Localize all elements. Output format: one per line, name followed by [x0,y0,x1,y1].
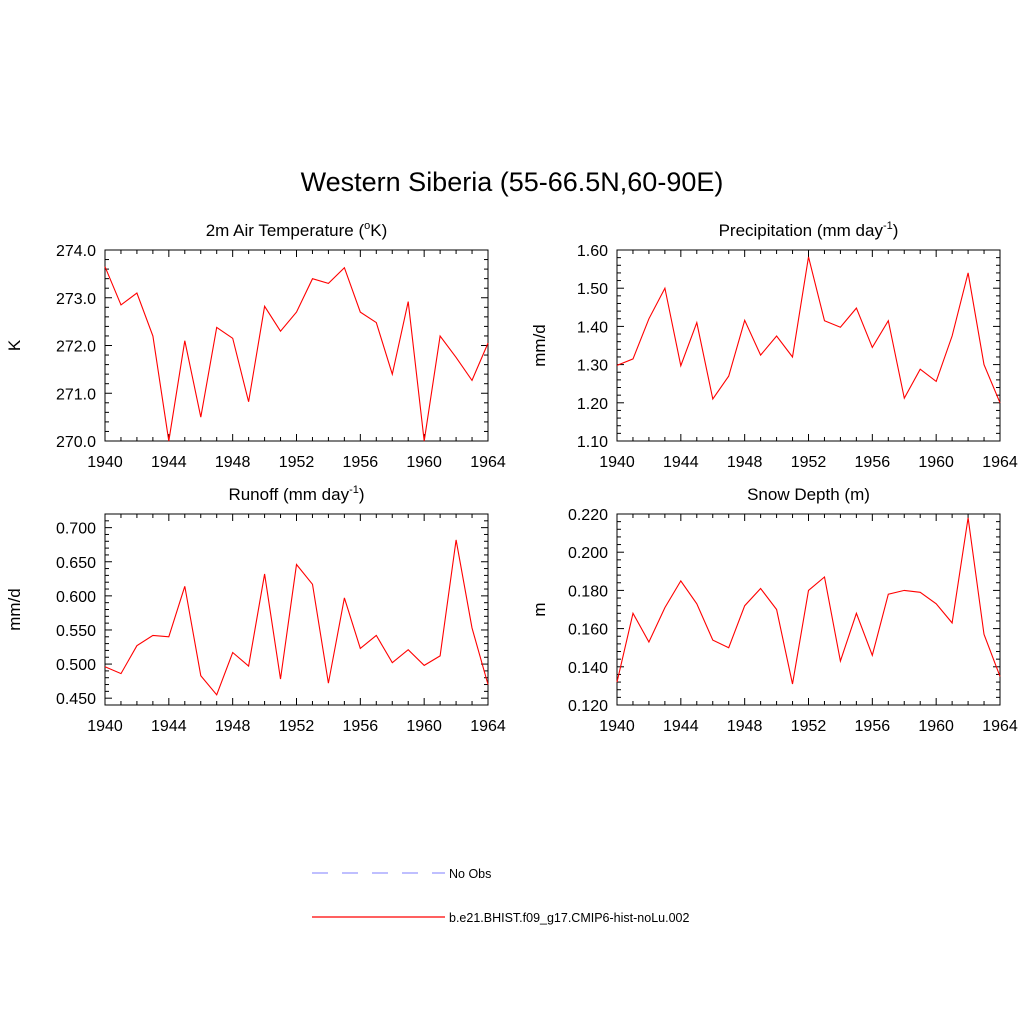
x-tick-label: 1948 [215,718,251,735]
y-tick-label: 0.220 [568,507,608,524]
x-tick-label: 1944 [663,718,699,735]
y-tick-label: 1.50 [577,281,608,298]
y-tick-label: 273.0 [56,291,96,308]
plot-frame [616,513,1001,706]
x-tick-label: 1960 [918,454,954,471]
x-tick-label: 1964 [470,718,506,735]
x-tick-label: 1960 [406,718,442,735]
y-axis-label: K [5,339,24,351]
plot-frame [104,513,489,706]
panel-1: 1940 1944 1948 1952 1956 1960 1964 270.0 271.0 27… [5,220,506,471]
y-tick-label: 0.180 [568,583,608,600]
y-tick-label: 272.0 [56,339,96,356]
y-axis-label: mm/d [5,588,24,631]
legend-label-2: b.e21.BHIST.f09_g17.CMIP6-hist-noLu.002 [449,911,689,925]
x-tick-label: 1952 [791,718,827,735]
y-axis-label: m [530,602,549,616]
y-tick-label: 0.160 [568,622,608,639]
panel-4: 1940 1944 1948 1952 1956 1960 1964 0.120 0.140 0.… [530,485,1018,735]
y-tick-label: 1.20 [577,396,608,413]
y-tick-label: 0.200 [568,545,608,562]
panel-title: Snow Depth (m) [747,485,870,504]
x-tick-label: 1964 [470,454,506,471]
x-tick-label: 1952 [791,454,827,471]
y-axis-label: mm/d [530,324,549,367]
panel-title-text: Runoff (mm day [228,485,349,504]
x-tick-label: 1956 [343,454,379,471]
panel-title-text: 2m Air Temperature ( [206,221,365,240]
x-tick-label: 1956 [343,718,379,735]
x-tick-label: 1960 [406,454,442,471]
x-tick-label: 1940 [87,454,123,471]
y-tick-label: 1.40 [577,319,608,336]
panel-title: 2m Air Temperature (oK) [206,220,388,240]
x-tick-label: 1948 [727,718,763,735]
y-tick-label: 1.60 [577,243,608,260]
series-line [616,256,1001,404]
plot-frame [616,249,1001,442]
x-tick-label: 1964 [982,454,1018,471]
y-tick-label: 0.600 [56,589,96,606]
x-tick-label: 1944 [663,454,699,471]
y-tick-label: 0.140 [568,660,608,677]
legend-label-1: No Obs [449,867,491,881]
panel-title-superscript: -1 [349,484,359,496]
series-line [104,539,489,696]
y-tick-label: 0.550 [56,623,96,640]
panel-title-text: Precipitation (mm day [719,221,884,240]
panel-title-suffix: ) [893,221,899,240]
y-tick-label: 0.700 [56,521,96,538]
y-tick-label: 270.0 [56,434,96,451]
x-tick-label: 1940 [599,718,635,735]
panel-title: Runoff (mm day-1) [228,484,364,504]
x-tick-label: 1948 [215,454,251,471]
y-tick-label: 274.0 [56,243,96,260]
plot-frame [104,249,489,442]
series-line [616,517,1001,685]
y-tick-label: 0.120 [568,698,608,715]
x-tick-label: 1948 [727,454,763,471]
x-tick-label: 1956 [855,454,891,471]
panel-title-text: Snow Depth (m) [747,485,870,504]
x-tick-label: 1952 [279,454,315,471]
panel-title-superscript: o [364,220,370,232]
panel-3: 1940 1944 1948 1952 1956 1960 1964 0.450 0.500 0.… [5,484,506,735]
x-tick-label: 1960 [918,718,954,735]
x-tick-label: 1952 [279,718,315,735]
x-tick-label: 1964 [982,718,1018,735]
x-tick-label: 1940 [87,718,123,735]
x-tick-label: 1956 [855,718,891,735]
panel-2: 1940 1944 1948 1952 1956 1960 1964 1.10 1.20 1.30… [530,220,1018,471]
y-tick-label: 0.500 [56,657,96,674]
panel-title-superscript: -1 [883,220,893,232]
panel-title: Precipitation (mm day-1) [719,220,899,240]
main-title: Western Siberia (55-66.5N,60-90E) [300,167,724,197]
x-tick-label: 1944 [151,454,187,471]
x-tick-label: 1944 [151,718,187,735]
x-tick-label: 1940 [599,454,635,471]
legend: No Obs b.e21.BHIST.f09_g17.CMIP6-hist-noL… [312,867,689,925]
series-line [104,266,489,442]
y-tick-label: 271.0 [56,386,96,403]
panel-title-suffix: K) [370,221,387,240]
y-tick-label: 1.30 [577,358,608,375]
y-tick-label: 0.650 [56,555,96,572]
y-tick-label: 0.450 [56,691,96,708]
panel-title-suffix: ) [359,485,365,504]
y-tick-label: 1.10 [577,434,608,451]
